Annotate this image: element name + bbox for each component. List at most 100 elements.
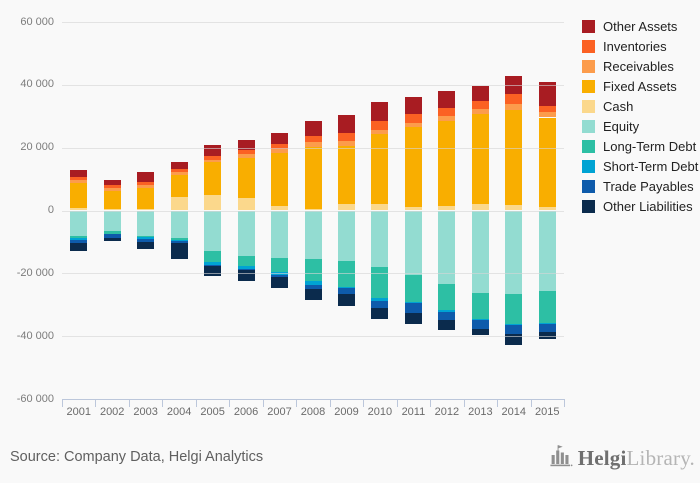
bar-segment[interactable] xyxy=(471,210,489,294)
bar-segment[interactable] xyxy=(371,308,389,319)
legend-item[interactable]: Other Liabilities xyxy=(582,200,698,213)
bar-segment[interactable] xyxy=(505,205,523,211)
bar-segment[interactable] xyxy=(137,184,155,188)
legend-item[interactable]: Cash xyxy=(582,100,698,113)
legend-item[interactable]: Equity xyxy=(582,120,698,133)
bar-segment[interactable] xyxy=(170,210,188,239)
legend-item[interactable]: Fixed Assets xyxy=(582,80,698,93)
bar-segment[interactable] xyxy=(70,180,88,183)
bar-segment[interactable] xyxy=(337,132,355,142)
legend-item[interactable]: Long-Term Debt xyxy=(582,140,698,153)
bar-segment[interactable] xyxy=(438,115,456,121)
bar-segment[interactable] xyxy=(471,320,489,329)
bar-segment[interactable] xyxy=(170,197,188,211)
bar-segment[interactable] xyxy=(505,103,523,110)
bar-segment[interactable] xyxy=(304,147,322,209)
bar-segment[interactable] xyxy=(137,208,155,211)
bar-segment[interactable] xyxy=(304,289,322,301)
bar-segment[interactable] xyxy=(304,208,322,211)
bar-segment[interactable] xyxy=(471,328,489,335)
bar-segment[interactable] xyxy=(137,239,155,242)
bar-segment[interactable] xyxy=(304,280,322,285)
bar-segment[interactable] xyxy=(505,93,523,104)
bar-segment[interactable] xyxy=(304,135,322,142)
bar-segment[interactable] xyxy=(237,140,255,150)
bar-segment[interactable] xyxy=(438,311,456,321)
bar-segment[interactable] xyxy=(271,257,289,273)
bar-segment[interactable] xyxy=(337,146,355,204)
bar-segment[interactable] xyxy=(304,120,322,136)
bar-segment[interactable] xyxy=(438,320,456,330)
bar-segment[interactable] xyxy=(371,204,389,211)
bar-segment[interactable] xyxy=(438,120,456,207)
bar-segment[interactable] xyxy=(438,91,456,109)
bar-segment[interactable] xyxy=(271,277,289,288)
bar-segment[interactable] xyxy=(137,241,155,249)
bar-segment[interactable] xyxy=(103,188,121,191)
bar-segment[interactable] xyxy=(103,237,121,242)
bar-segment[interactable] xyxy=(271,144,289,149)
bar-segment[interactable] xyxy=(137,235,155,238)
bar-segment[interactable] xyxy=(371,102,389,121)
bar-segment[interactable] xyxy=(237,210,255,257)
bar-segment[interactable] xyxy=(70,235,88,238)
legend-item[interactable]: Inventories xyxy=(582,40,698,53)
bar-segment[interactable] xyxy=(438,284,456,311)
bar-segment[interactable] xyxy=(538,210,556,291)
legend-item[interactable]: Receivables xyxy=(582,60,698,73)
bar-segment[interactable] xyxy=(103,208,121,211)
bar-segment[interactable] xyxy=(337,115,355,133)
bar-segment[interactable] xyxy=(237,268,255,271)
bar-segment[interactable] xyxy=(304,284,322,290)
bar-segment[interactable] xyxy=(404,126,422,207)
bar-segment[interactable] xyxy=(137,210,155,236)
bar-segment[interactable] xyxy=(204,162,222,196)
bar-segment[interactable] xyxy=(438,206,456,211)
bar-segment[interactable] xyxy=(404,113,422,123)
bar-segment[interactable] xyxy=(404,301,422,304)
bar-segment[interactable] xyxy=(304,210,322,259)
bar-segment[interactable] xyxy=(237,149,255,154)
bar-segment[interactable] xyxy=(471,86,489,102)
bar-segment[interactable] xyxy=(103,230,121,234)
bar-segment[interactable] xyxy=(438,210,456,284)
bar-segment[interactable] xyxy=(237,256,255,267)
bar-segment[interactable] xyxy=(204,195,222,211)
bar-segment[interactable] xyxy=(438,108,456,116)
bar-segment[interactable] xyxy=(271,206,289,211)
bar-segment[interactable] xyxy=(204,264,222,267)
bar-segment[interactable] xyxy=(337,210,355,262)
bar-segment[interactable] xyxy=(103,185,121,189)
bar-segment[interactable] xyxy=(471,101,489,109)
bar-segment[interactable] xyxy=(271,148,289,153)
bar-segment[interactable] xyxy=(505,334,523,345)
legend-item[interactable]: Other Assets xyxy=(582,20,698,33)
bar-segment[interactable] xyxy=(337,286,355,289)
bar-segment[interactable] xyxy=(237,153,255,158)
bar-segment[interactable] xyxy=(538,322,556,325)
bar-segment[interactable] xyxy=(371,267,389,299)
bar-segment[interactable] xyxy=(505,109,523,206)
bar-segment[interactable] xyxy=(103,210,121,231)
bar-segment[interactable] xyxy=(304,258,322,281)
bar-segment[interactable] xyxy=(538,105,556,113)
bar-segment[interactable] xyxy=(404,312,422,325)
bar-segment[interactable] xyxy=(204,210,222,251)
bar-segment[interactable] xyxy=(70,208,88,211)
bar-segment[interactable] xyxy=(371,300,389,309)
bar-segment[interactable] xyxy=(204,155,222,160)
bar-segment[interactable] xyxy=(371,210,389,268)
bar-segment[interactable] xyxy=(404,96,422,114)
bar-segment[interactable] xyxy=(137,172,155,182)
bar-segment[interactable] xyxy=(538,290,556,323)
bar-segment[interactable] xyxy=(337,294,355,306)
bar-segment[interactable] xyxy=(170,242,188,260)
bar-segment[interactable] xyxy=(404,210,422,276)
bar-segment[interactable] xyxy=(505,323,523,325)
bar-segment[interactable] xyxy=(170,171,188,175)
bar-segment[interactable] xyxy=(237,157,255,199)
bar-segment[interactable] xyxy=(271,152,289,207)
bar-segment[interactable] xyxy=(371,129,389,135)
bar-segment[interactable] xyxy=(137,187,155,209)
bar-segment[interactable] xyxy=(170,241,188,243)
